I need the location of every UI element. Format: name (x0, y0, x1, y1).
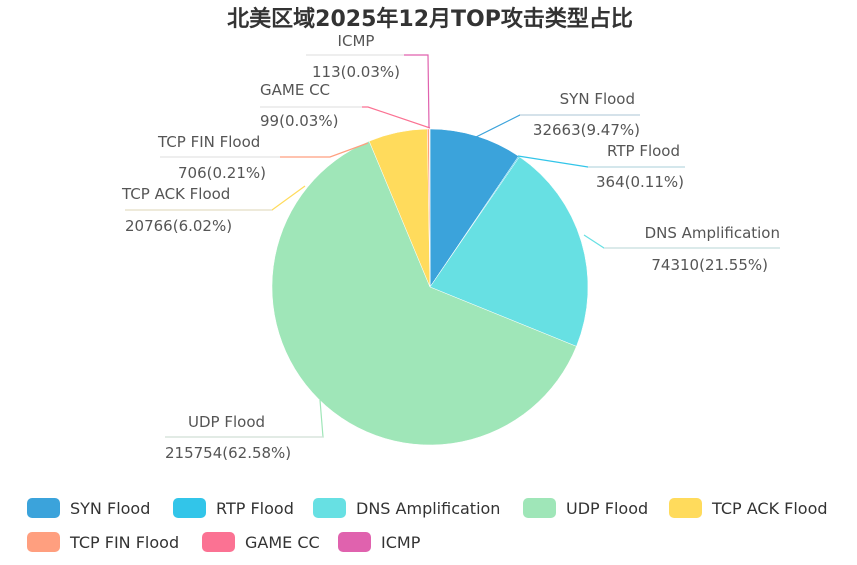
legend-label-tcp-fin-flood: TCP FIN Flood (69, 533, 179, 552)
leader-line-tcp-fin-flood (280, 142, 369, 158)
label-value-tcp-fin-flood: 706(0.21%) (178, 164, 266, 182)
legend-label-dns-amplification: DNS Amplification (356, 499, 500, 518)
label-value-icmp: 113(0.03%) (312, 63, 400, 81)
label-name-game-cc: GAME CC (260, 81, 330, 99)
legend-swatch-rtp-flood (173, 498, 206, 518)
label-name-icmp: ICMP (338, 32, 375, 50)
legend-swatch-icmp (338, 532, 371, 552)
legend-label-icmp: ICMP (381, 533, 421, 552)
leader-line-icmp (404, 54, 430, 129)
slice-syn-flood[interactable] (429, 128, 519, 288)
legend-item-udp-flood[interactable]: UDP Flood (523, 498, 648, 518)
legend-label-udp-flood: UDP Flood (566, 499, 648, 518)
legend-item-game-cc[interactable]: GAME CC (202, 532, 320, 552)
label-name-rtp-flood: RTP Flood (607, 142, 680, 160)
label-value-dns-amplification: 74310(21.55%) (651, 256, 768, 274)
legend-label-game-cc: GAME CC (245, 533, 320, 552)
leader-line-game-cc (362, 106, 431, 129)
legend-item-rtp-flood[interactable]: RTP Flood (173, 498, 294, 518)
legend-label-tcp-ack-flood: TCP ACK Flood (711, 499, 828, 518)
label-value-game-cc: 99(0.03%) (260, 112, 338, 130)
legend-item-dns-amplification[interactable]: DNS Amplification (313, 498, 500, 518)
legend-swatch-syn-flood (27, 498, 60, 518)
label-value-udp-flood: 215754(62.58%) (165, 444, 291, 462)
label-value-rtp-flood: 364(0.11%) (596, 173, 684, 191)
slice-udp-flood[interactable] (271, 140, 577, 446)
label-name-tcp-fin-flood: TCP FIN Flood (157, 133, 260, 151)
legend-swatch-dns-amplification (313, 498, 346, 518)
legend-swatch-tcp-ack-flood (669, 498, 702, 518)
legend-item-tcp-fin-flood[interactable]: TCP FIN Flood (27, 532, 179, 552)
label-name-udp-flood: UDP Flood (188, 413, 265, 431)
legend-swatch-tcp-fin-flood (27, 532, 60, 552)
legend-label-rtp-flood: RTP Flood (216, 499, 294, 518)
label-name-syn-flood: SYN Flood (560, 90, 635, 108)
legend-swatch-game-cc (202, 532, 235, 552)
slice-dns-amplification[interactable] (429, 156, 589, 347)
label-name-tcp-ack-flood: TCP ACK Flood (121, 185, 230, 203)
legend-item-syn-flood[interactable]: SYN Flood (27, 498, 150, 518)
label-value-syn-flood: 32663(9.47%) (533, 121, 640, 139)
legend-item-icmp[interactable]: ICMP (338, 532, 421, 552)
label-value-tcp-ack-flood: 20766(6.02%) (125, 217, 232, 235)
legend-label-syn-flood: SYN Flood (70, 499, 150, 518)
label-name-dns-amplification: DNS Amplification (645, 224, 780, 242)
legend-swatch-udp-flood (523, 498, 556, 518)
chart-title: 北美区域2025年12月TOP攻击类型占比 (227, 6, 633, 32)
legend-item-tcp-ack-flood[interactable]: TCP ACK Flood (669, 498, 828, 518)
